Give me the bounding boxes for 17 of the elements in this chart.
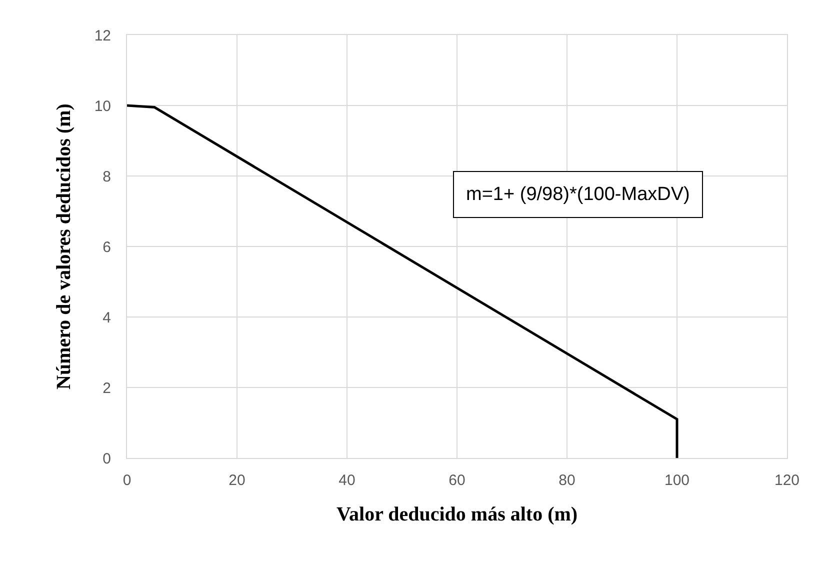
x-tick-label: 80 <box>558 472 576 489</box>
y-tick-label: 8 <box>102 168 111 186</box>
y-tick-label: 0 <box>102 450 111 468</box>
x-tick-label: 0 <box>122 472 132 489</box>
annotation: m=1+ (9/98)*(100-MaxDV) <box>466 184 690 205</box>
x-tick-label: 120 <box>774 472 800 489</box>
y-tick-label: 10 <box>94 98 111 115</box>
y-axis-title: Número de valores deducidos (m) <box>52 104 75 390</box>
x-tick-label: 60 <box>448 472 466 489</box>
x-tick-label: 40 <box>338 472 356 489</box>
x-tick-label: 100 <box>664 472 690 489</box>
y-tick-label: 6 <box>102 238 111 256</box>
y-tick-label: 2 <box>102 380 111 397</box>
x-axis-title: Valor deducido más alto (m) <box>336 504 578 526</box>
x-tick-label: 20 <box>228 472 246 489</box>
y-tick-label: 4 <box>102 309 111 326</box>
y-tick-label: 12 <box>94 27 111 44</box>
